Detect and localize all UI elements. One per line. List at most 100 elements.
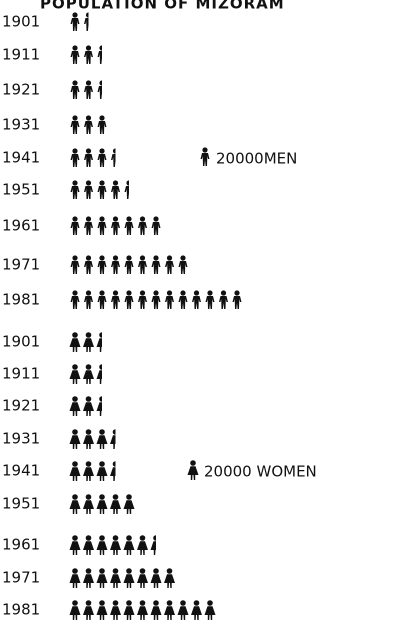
icon-shape (70, 180, 80, 199)
icon (138, 216, 147, 235)
icon-shape (84, 45, 93, 64)
icon (178, 255, 188, 274)
icon (83, 461, 94, 481)
icon-shape (111, 148, 116, 167)
icon (70, 12, 80, 31)
icon (69, 332, 81, 352)
icon (165, 255, 174, 274)
icon-shape (97, 255, 107, 274)
icon-shape (69, 332, 81, 352)
icon (138, 255, 147, 274)
icon (205, 290, 215, 309)
icon (111, 290, 120, 309)
legend-label: 20000 WOMEN (204, 463, 317, 481)
icon (151, 290, 161, 309)
icon (123, 568, 135, 588)
icon-shape (83, 494, 94, 514)
icon-shape (110, 494, 121, 514)
icon-shape (83, 396, 94, 416)
icon (111, 180, 120, 199)
icon-row (69, 568, 175, 588)
icon-row (70, 255, 188, 274)
icon (70, 216, 80, 235)
icon-shape (138, 255, 147, 274)
year-label: 1941 (2, 149, 40, 167)
icon (69, 568, 81, 588)
icon (83, 535, 94, 555)
icon-shape (150, 535, 156, 555)
icon-shape (164, 600, 175, 620)
icon (69, 461, 81, 481)
icon (96, 494, 108, 514)
icon-shape (69, 494, 81, 514)
icon-shape (69, 461, 81, 481)
icon (83, 600, 94, 620)
icon (151, 216, 161, 235)
icon (84, 180, 93, 199)
icon-shape (83, 461, 94, 481)
icon-shape (84, 148, 93, 167)
year-label: 1941 (2, 462, 40, 480)
icon-shape (151, 216, 161, 235)
icon-shape (123, 568, 135, 588)
icon (111, 148, 116, 167)
icon-shape (70, 216, 80, 235)
icon-shape (70, 148, 80, 167)
icon-shape (137, 600, 148, 620)
icon-shape (205, 290, 215, 309)
legend-label: 20000MEN (216, 150, 297, 168)
year-label: 1911 (2, 365, 40, 383)
icon (110, 429, 116, 449)
icon-shape (123, 535, 135, 555)
year-label: 1981 (2, 601, 40, 619)
icon-shape (97, 180, 107, 199)
icon-shape (150, 600, 162, 620)
icon-shape (123, 494, 135, 514)
icon-shape (96, 396, 102, 416)
icon-shape (84, 255, 93, 274)
icon-shape (69, 600, 81, 620)
icon-shape (96, 600, 108, 620)
icon-shape (97, 45, 102, 64)
icon-row (69, 364, 102, 384)
icon-row (69, 600, 216, 620)
icon-shape (69, 429, 81, 449)
year-label: 1951 (2, 495, 40, 513)
icon-shape (200, 147, 210, 166)
icon-shape (83, 364, 94, 384)
icon (97, 148, 107, 167)
icon (97, 45, 102, 64)
year-label: 1961 (2, 217, 40, 235)
icon-shape (165, 290, 174, 309)
icon (69, 396, 81, 416)
icon (69, 364, 81, 384)
icon-shape (123, 600, 135, 620)
icon (70, 290, 80, 309)
year-label: 1951 (2, 181, 40, 199)
icon-shape (69, 396, 81, 416)
icon-shape (111, 180, 120, 199)
icon-shape (84, 290, 93, 309)
icon-shape (96, 535, 108, 555)
icon-shape (232, 290, 242, 309)
icon (111, 216, 120, 235)
icon-shape (96, 494, 108, 514)
icon-shape (84, 12, 89, 31)
icon (111, 255, 120, 274)
icon-shape (110, 429, 116, 449)
icon (124, 255, 134, 274)
icon-shape (70, 12, 80, 31)
icon (150, 535, 156, 555)
icon (110, 461, 116, 481)
icon-row (70, 290, 242, 309)
icon (97, 80, 102, 99)
icon-shape (110, 600, 121, 620)
year-label: 1971 (2, 569, 40, 587)
icon-row (70, 216, 161, 235)
icon (69, 535, 81, 555)
icon (164, 568, 175, 588)
icon-shape (83, 429, 94, 449)
icon (70, 80, 80, 99)
icon-shape (83, 332, 94, 352)
icon-shape (97, 290, 107, 309)
